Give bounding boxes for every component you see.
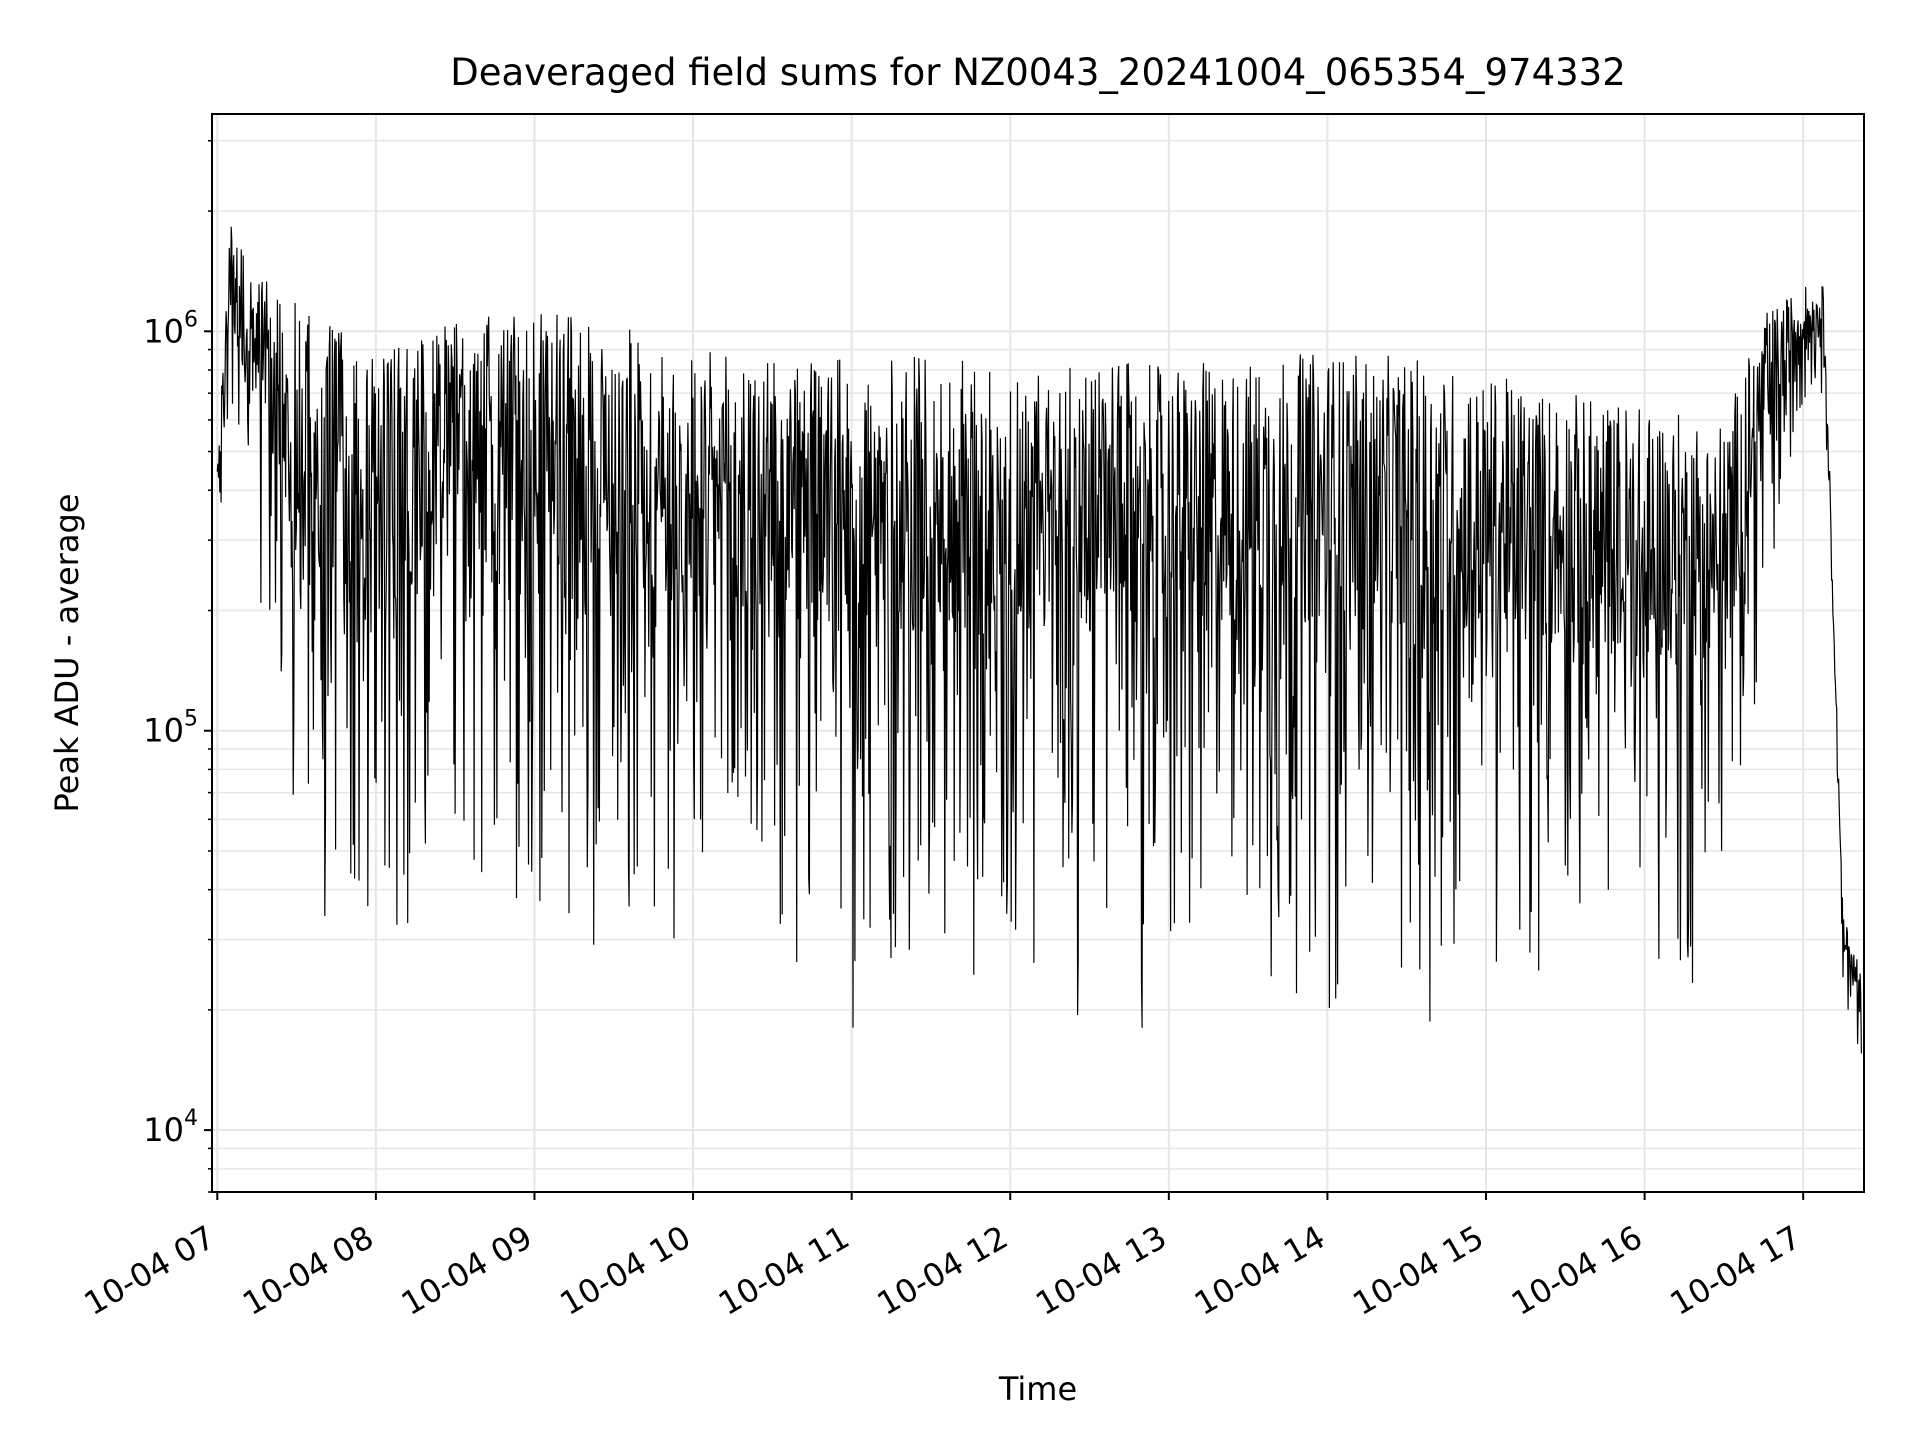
y-tick-exponent: 5: [184, 707, 198, 732]
y-tick-exponent: 4: [184, 1106, 198, 1131]
chart-title: Deaveraged field sums for NZ0043_2024100…: [450, 51, 1626, 94]
series-line: [216, 226, 1862, 1054]
data-series: [216, 226, 1862, 1054]
x-axis-label: Time: [998, 1370, 1077, 1408]
plot-frame: [211, 113, 1865, 1193]
y-tick-exponent: 6: [184, 307, 198, 332]
grid: [212, 114, 1864, 1193]
y-tick-label: 105: [143, 707, 198, 750]
y-axis-label: Peak ADU - average: [48, 494, 86, 813]
